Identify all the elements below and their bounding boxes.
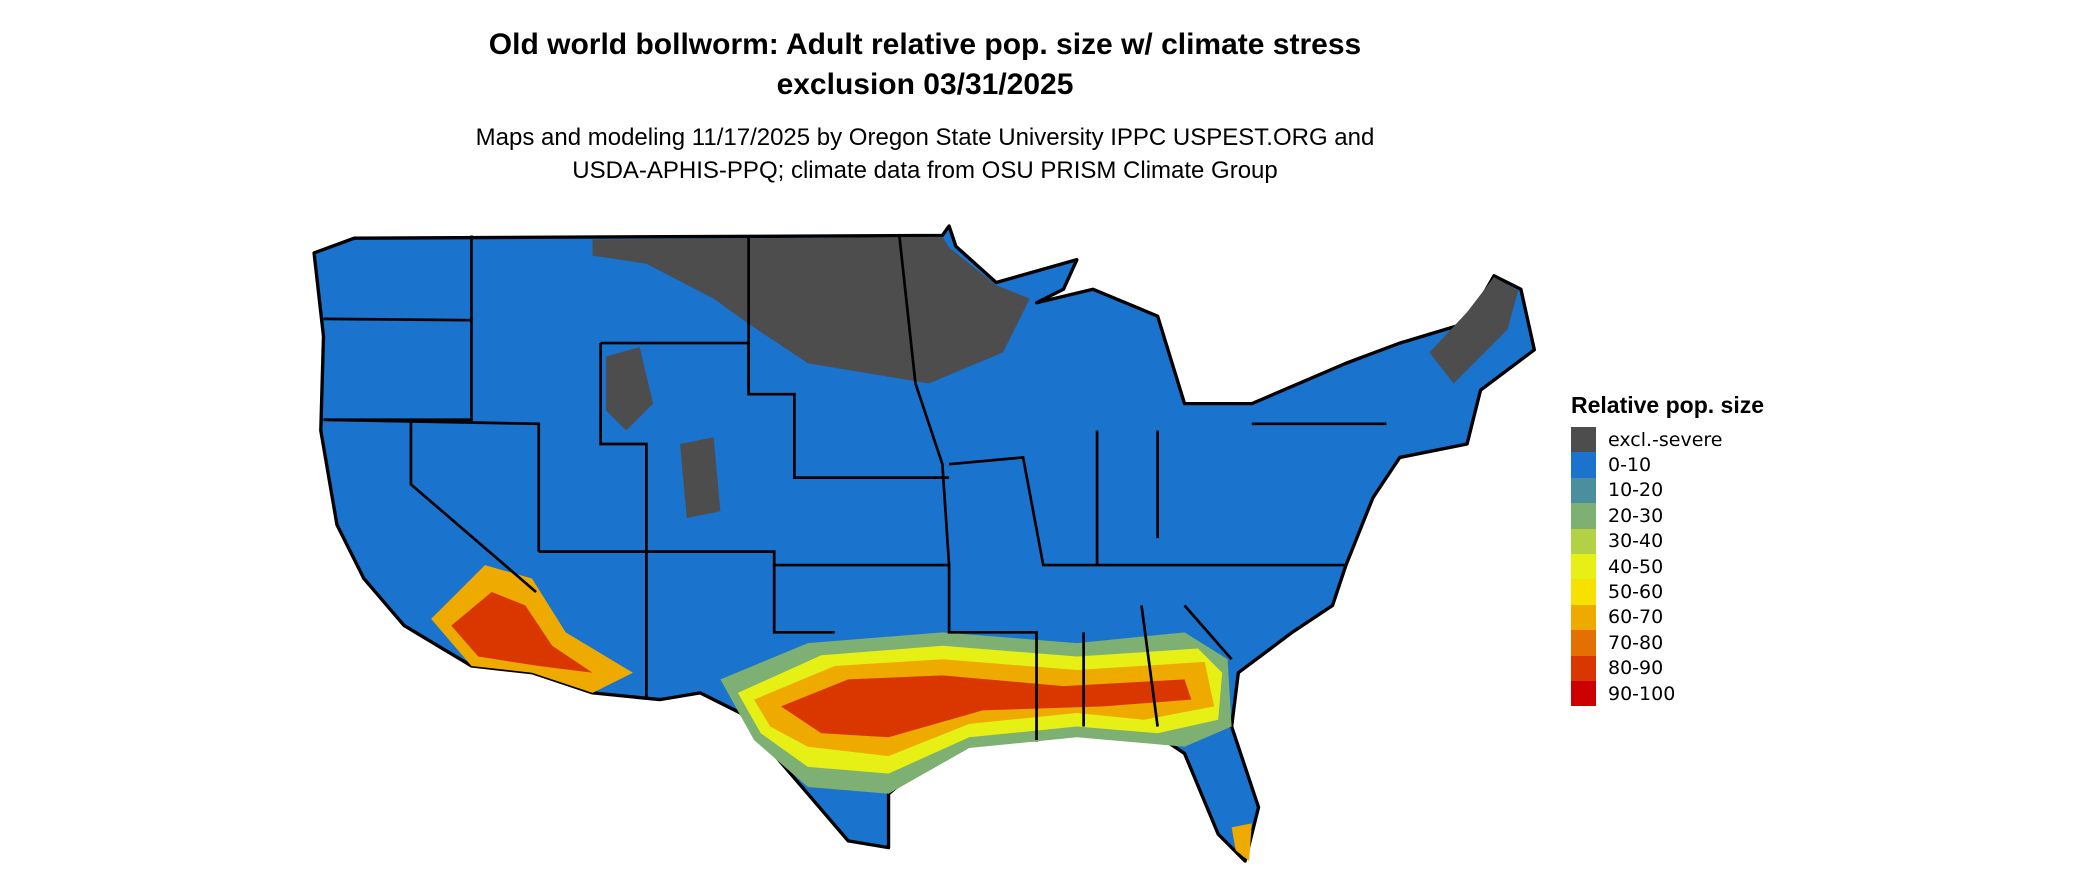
legend-swatch xyxy=(1571,680,1596,707)
legend-label: 0-10 xyxy=(1608,454,1652,477)
map-subtitle-line2: USDA-APHIS-PPQ; climate data from OSU PR… xyxy=(572,157,1278,184)
map-title-line1: Old world bollworm: Adult relative pop. … xyxy=(488,28,1362,61)
legend-item: 90-100 xyxy=(1571,680,1764,707)
legend-label: excl.-severe xyxy=(1608,428,1723,451)
legend-swatch xyxy=(1571,427,1596,453)
legend-item: excl.-severe xyxy=(1571,427,1764,453)
legend-item: 30-40 xyxy=(1571,528,1764,554)
legend-label: 80-90 xyxy=(1608,657,1664,680)
southwest-core xyxy=(451,591,593,673)
legend-swatch xyxy=(1571,503,1596,529)
legend-swatch xyxy=(1571,528,1596,554)
legend-label: 50-60 xyxy=(1608,581,1664,604)
map-title-line2: exclusion 03/31/2025 xyxy=(776,68,1074,101)
legend-item: 50-60 xyxy=(1571,579,1764,605)
excluded-rockies xyxy=(606,347,654,431)
florida-tip xyxy=(1231,823,1252,862)
excluded-colorado xyxy=(680,437,721,518)
excluded-new-england xyxy=(1429,277,1519,384)
legend-label: 30-40 xyxy=(1608,530,1664,553)
legend-swatch xyxy=(1571,630,1596,656)
legend-swatch xyxy=(1571,553,1596,580)
legend-label: 90-100 xyxy=(1608,682,1676,705)
legend-item: 40-50 xyxy=(1571,553,1764,580)
legend-swatch xyxy=(1571,604,1596,631)
legend-swatch xyxy=(1571,579,1596,605)
us-landmass xyxy=(312,224,1537,863)
legend-item: 80-90 xyxy=(1571,655,1764,681)
excluded-north-region xyxy=(592,236,1030,384)
state-borders xyxy=(323,235,1387,740)
legend-item: 10-20 xyxy=(1571,477,1764,504)
legend-title: Relative pop. size xyxy=(1571,392,1765,418)
legend-item: 60-70 xyxy=(1571,604,1764,631)
legend-item: 20-30 xyxy=(1571,503,1764,529)
legend-label: 40-50 xyxy=(1608,555,1664,578)
legend: Relative pop. size excl.-severe 0-10 10-20… xyxy=(1571,392,1765,707)
legend-swatch xyxy=(1571,477,1596,504)
band-80-90 xyxy=(780,675,1192,738)
legend-item: 0-10 xyxy=(1571,452,1764,478)
legend-swatch xyxy=(1571,452,1596,478)
legend-label: 10-20 xyxy=(1608,479,1664,502)
legend-label: 60-70 xyxy=(1608,606,1664,629)
legend-label: 20-30 xyxy=(1608,504,1664,527)
map-subtitle-line1: Maps and modeling 11/17/2025 by Oregon S… xyxy=(475,124,1375,151)
legend-label: 70-80 xyxy=(1608,631,1664,654)
legend-item: 70-80 xyxy=(1571,630,1764,656)
legend-items: excl.-severe 0-10 10-20 20-30 30-40 40-50 50-6… xyxy=(1571,427,1764,707)
legend-swatch xyxy=(1571,655,1596,681)
